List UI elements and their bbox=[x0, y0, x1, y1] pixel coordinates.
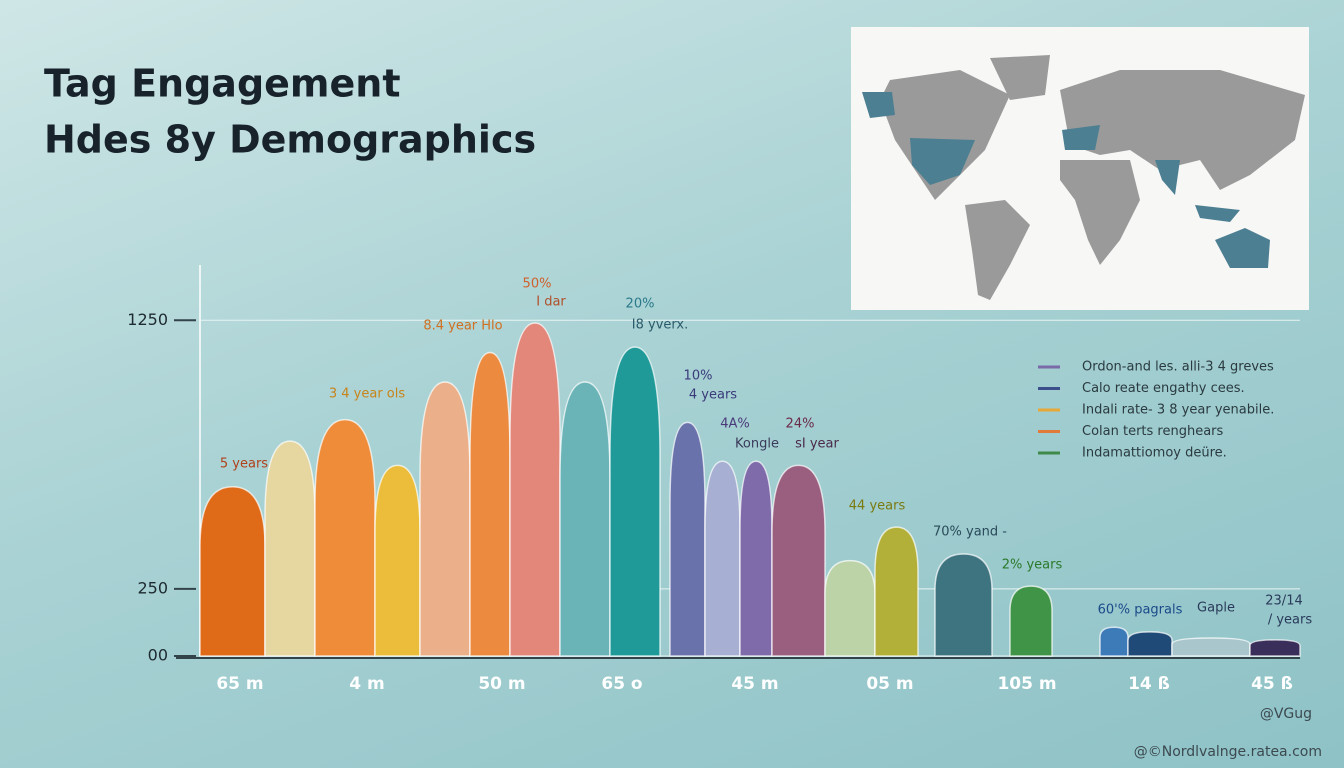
hump bbox=[609, 346, 661, 657]
hump bbox=[314, 418, 376, 657]
x-label: 50 m bbox=[478, 674, 525, 694]
annotation: 44 years bbox=[849, 499, 906, 514]
x-label: 65 o bbox=[601, 674, 642, 694]
annotation: 3 4 year ols bbox=[329, 387, 406, 402]
hump bbox=[934, 553, 993, 657]
hump bbox=[1249, 639, 1301, 657]
watermark: @VGug bbox=[1260, 706, 1312, 722]
chart-subtitle: Hdes 8y Demographics bbox=[44, 118, 536, 162]
annotation: 2% years bbox=[1002, 558, 1063, 573]
annotation: Kongle bbox=[735, 437, 779, 452]
hump bbox=[771, 464, 826, 657]
annotation: 50% bbox=[523, 277, 552, 292]
x-label: 45 m bbox=[731, 674, 778, 694]
legend-label: Indali rate- 3 8 year yenabile. bbox=[1082, 403, 1274, 418]
x-label: 4 m bbox=[349, 674, 384, 694]
hump bbox=[824, 559, 876, 657]
chart-title: Tag Engagement bbox=[44, 62, 401, 106]
land bbox=[1062, 125, 1100, 150]
legend-label: Indamattiomoy deüre. bbox=[1082, 446, 1227, 461]
land bbox=[1215, 228, 1270, 268]
annotation: 70% yand - bbox=[933, 525, 1007, 540]
x-label: 45 ß bbox=[1251, 674, 1293, 694]
annotation: 20% bbox=[626, 297, 655, 312]
hump bbox=[669, 421, 706, 657]
annotation: I8 yverx. bbox=[632, 318, 688, 333]
hump bbox=[559, 381, 611, 657]
x-label: 14 ß bbox=[1128, 674, 1170, 694]
annotation: 4 years bbox=[689, 388, 737, 403]
hump bbox=[419, 381, 471, 657]
x-label: 05 m bbox=[866, 674, 913, 694]
annotation: sI year bbox=[795, 437, 839, 452]
annotation: I dar bbox=[536, 295, 566, 310]
land bbox=[1060, 160, 1140, 265]
hump bbox=[1099, 626, 1129, 657]
legend-label: Calo reate engathy cees. bbox=[1082, 381, 1245, 396]
hump bbox=[704, 460, 741, 657]
annotation: 5 years bbox=[220, 457, 268, 472]
legend-label: Colan terts renghears bbox=[1082, 424, 1224, 439]
annotation: 8.4 year Hlo bbox=[423, 319, 502, 334]
land bbox=[1195, 205, 1240, 222]
annotation: 24% bbox=[786, 417, 815, 432]
land bbox=[990, 55, 1050, 100]
annotation: 23/14 bbox=[1265, 594, 1302, 609]
hump bbox=[264, 440, 316, 657]
land bbox=[880, 70, 1010, 200]
land bbox=[965, 200, 1030, 300]
hump bbox=[874, 526, 919, 657]
hump bbox=[199, 486, 266, 657]
annotation: 60'% pagrals bbox=[1098, 603, 1183, 618]
legend-label: Ordon-and les. alli-3 4 greves bbox=[1082, 360, 1274, 375]
hump bbox=[509, 322, 561, 657]
y-tick-label: 00 bbox=[148, 646, 168, 665]
hump bbox=[1009, 585, 1053, 657]
world-map bbox=[851, 27, 1309, 310]
y-tick-label: 1250 bbox=[127, 310, 168, 329]
hump bbox=[1127, 631, 1173, 657]
x-label: 65 m bbox=[216, 674, 263, 694]
x-label: 105 m bbox=[997, 674, 1056, 694]
annotation: / years bbox=[1268, 613, 1313, 628]
land bbox=[910, 138, 975, 185]
annotation: 4A% bbox=[720, 417, 750, 432]
annotation: 10% bbox=[684, 369, 713, 384]
hump bbox=[469, 351, 511, 657]
land bbox=[1060, 70, 1305, 190]
hump bbox=[739, 460, 773, 657]
watermark: @©Nordlvalnge.ratea.com bbox=[1134, 744, 1322, 760]
hump bbox=[374, 464, 421, 657]
land bbox=[1155, 160, 1180, 195]
hump bbox=[1171, 637, 1251, 657]
y-tick-label: 250 bbox=[137, 578, 168, 597]
annotation: Gaple bbox=[1197, 601, 1235, 616]
land bbox=[862, 92, 895, 118]
